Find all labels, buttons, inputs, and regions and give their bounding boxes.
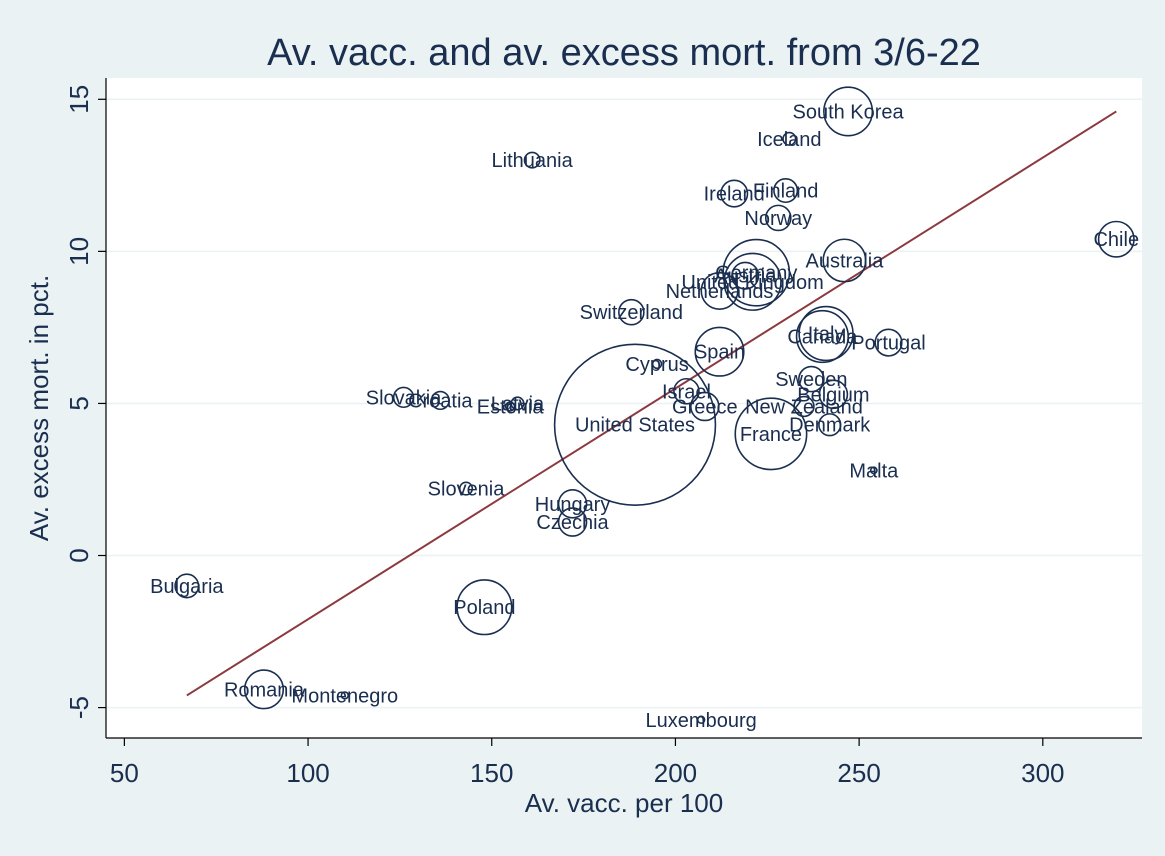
data-point bbox=[782, 131, 797, 146]
point-label: Ireland bbox=[704, 184, 765, 206]
point-label: France bbox=[740, 424, 802, 446]
point-label: Switzerland bbox=[580, 302, 683, 324]
data-point bbox=[557, 489, 588, 519]
y-tick-label: 0 bbox=[64, 548, 94, 562]
point-label: Croatia bbox=[408, 390, 473, 412]
data-point bbox=[798, 305, 854, 362]
plot-background bbox=[106, 78, 1142, 738]
data-point bbox=[456, 579, 513, 636]
y-axis-ticks: -5 0 5 10 15 bbox=[64, 85, 106, 719]
point-label: New Zealand bbox=[745, 396, 863, 418]
data-point bbox=[869, 466, 878, 475]
data-point bbox=[392, 386, 415, 409]
data-point bbox=[734, 397, 808, 471]
data-point bbox=[690, 391, 720, 422]
point-label: Cyprus bbox=[625, 354, 688, 376]
data-point bbox=[430, 390, 450, 411]
point-label: United Kingdom bbox=[681, 272, 823, 294]
y-tick-label: 5 bbox=[64, 396, 94, 410]
data-point bbox=[795, 309, 849, 364]
point-label: Romania bbox=[224, 679, 305, 701]
fit-line-group bbox=[186, 110, 1117, 697]
point-label: Latvia bbox=[491, 393, 545, 415]
point-label: Canada bbox=[787, 327, 858, 349]
point-label: Estonia bbox=[477, 396, 545, 418]
data-point bbox=[823, 86, 874, 137]
data-point bbox=[651, 358, 663, 370]
point-label: Czechia bbox=[536, 512, 609, 534]
point-label: Lithuania bbox=[492, 150, 574, 172]
data-point bbox=[764, 204, 792, 232]
x-tick-label: 250 bbox=[837, 758, 880, 788]
data-point bbox=[340, 691, 350, 700]
data-point bbox=[557, 507, 588, 537]
data-point bbox=[720, 179, 749, 208]
data-point bbox=[458, 481, 474, 496]
point-label: Israel bbox=[662, 381, 711, 403]
data-points: South Korea Iceland Lithuania IrelandFinlan… bbox=[150, 86, 1139, 732]
x-axis-title: Av. vacc. per 100 bbox=[525, 788, 723, 818]
data-point bbox=[874, 328, 903, 357]
chart-title: Av. vacc. and av. excess mort. from 3/6-… bbox=[267, 32, 981, 74]
point-label: Iceland bbox=[757, 129, 822, 151]
data-point bbox=[553, 343, 717, 506]
data-point bbox=[673, 377, 700, 405]
point-label: Finland bbox=[753, 181, 819, 203]
point-label: Greece bbox=[672, 396, 738, 418]
point-label: Montenegro bbox=[291, 685, 398, 707]
point-label: South Korea bbox=[792, 101, 904, 123]
data-point bbox=[523, 151, 541, 169]
point-label: Italy bbox=[808, 323, 845, 345]
data-point bbox=[798, 365, 825, 393]
point-label: Poland bbox=[453, 597, 515, 619]
point-label: Slovenia bbox=[428, 479, 506, 501]
data-point bbox=[773, 178, 799, 204]
point-label: Malta bbox=[849, 460, 899, 482]
point-label: Norway bbox=[744, 208, 812, 230]
point-label: Netherlands bbox=[666, 281, 774, 303]
point-label: Sweden bbox=[775, 369, 847, 391]
point-label: United States bbox=[575, 415, 695, 437]
point-label: Germany bbox=[715, 263, 797, 285]
point-label: Australia bbox=[806, 250, 885, 272]
x-tick-label: 100 bbox=[286, 758, 329, 788]
y-axis-title: Av. excess mort. in pct. bbox=[24, 275, 54, 541]
data-point bbox=[504, 401, 516, 412]
point-label: Bulgaria bbox=[150, 576, 224, 598]
data-point bbox=[822, 238, 867, 283]
data-point bbox=[174, 573, 200, 599]
x-tick-label: 150 bbox=[470, 758, 513, 788]
point-label: Spain bbox=[694, 342, 745, 364]
data-point bbox=[696, 715, 706, 724]
data-point bbox=[700, 271, 739, 310]
point-label: Portugal bbox=[851, 333, 926, 355]
data-point bbox=[731, 261, 760, 290]
point-label: Luxembourg bbox=[646, 710, 757, 732]
point-label: Belgium bbox=[797, 384, 869, 406]
data-point bbox=[818, 379, 849, 410]
data-point bbox=[818, 413, 842, 437]
y-tick-label: 15 bbox=[64, 85, 94, 114]
point-label: Denmark bbox=[789, 415, 871, 437]
x-tick-label: 300 bbox=[1021, 758, 1064, 788]
data-point bbox=[793, 395, 815, 418]
point-label: Hungary bbox=[535, 494, 611, 516]
x-tick-label: 200 bbox=[654, 758, 697, 788]
y-tick-label: 10 bbox=[64, 237, 94, 266]
x-tick-label: 50 bbox=[110, 758, 139, 788]
data-point bbox=[510, 396, 525, 411]
point-label: Chile bbox=[1093, 229, 1139, 251]
data-point bbox=[1097, 220, 1135, 258]
data-point bbox=[618, 298, 645, 326]
grid-lines bbox=[106, 98, 1142, 709]
data-point bbox=[694, 326, 745, 377]
x-axis-ticks: 50 100 150 200 250 300 bbox=[110, 738, 1065, 788]
point-label: Slovakia bbox=[366, 387, 442, 409]
y-tick-label: -5 bbox=[64, 696, 94, 719]
fit-line bbox=[186, 110, 1117, 697]
point-label: Austria bbox=[714, 266, 777, 288]
data-point bbox=[243, 669, 285, 710]
data-point bbox=[723, 252, 782, 311]
